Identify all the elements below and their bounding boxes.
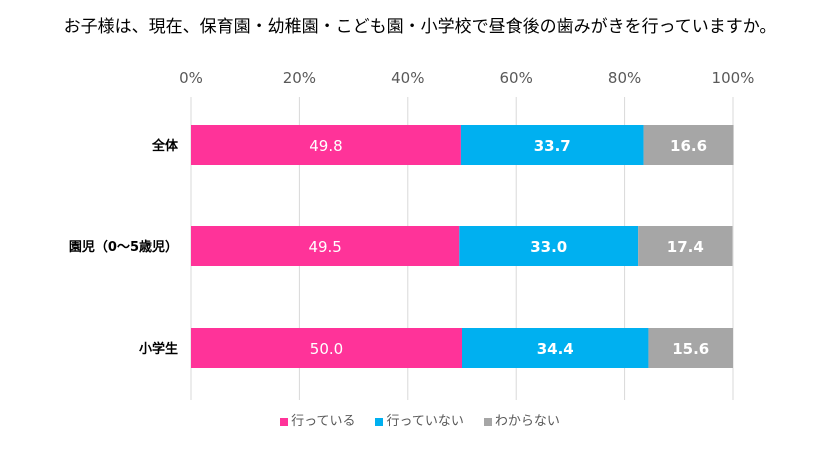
legend-swatch [375, 417, 384, 426]
legend-item: 行っていない [375, 410, 464, 429]
x-tick-label: 100% [712, 69, 755, 87]
data-label: 34.4 [537, 340, 574, 358]
category-label: 小学生 [139, 341, 178, 357]
data-label: 16.6 [670, 137, 707, 155]
category-label: 園児（0～5歳児） [69, 239, 178, 255]
x-tick-label: 60% [500, 69, 533, 87]
legend-item: わからない [483, 410, 560, 429]
bar-segment [191, 125, 461, 165]
bar-segment [648, 328, 733, 368]
legend-swatch [483, 417, 492, 426]
data-label: 15.6 [672, 340, 709, 358]
category-label: 全体 [151, 138, 179, 154]
bar-segment [643, 125, 734, 165]
bar-segment [638, 226, 733, 266]
x-tick-label: 20% [283, 69, 316, 87]
data-label: 33.7 [534, 137, 571, 155]
x-tick-label: 40% [391, 69, 424, 87]
legend: 行っている 行っていない わからない [0, 410, 840, 429]
bar-segment [462, 328, 649, 368]
chart-title: お子様は、現在、保育園・幼稚園・こども園・小学校で昼食後の歯みがきを行っています… [63, 17, 777, 37]
legend-item: 行っている [280, 410, 355, 429]
data-label: 50.0 [310, 340, 343, 358]
bar-segment [460, 125, 644, 165]
bar-segment [459, 226, 639, 266]
x-tick-label: 80% [608, 69, 641, 87]
legend-label: 行っている [291, 414, 356, 429]
data-label: 49.5 [308, 238, 341, 256]
legend-label: わからない [494, 414, 560, 429]
legend-label: 行っていない [386, 414, 464, 429]
bar-segment [191, 328, 462, 368]
data-label: 17.4 [667, 238, 704, 256]
data-label: 49.8 [309, 137, 342, 155]
bar-segment [191, 226, 460, 266]
data-label: 33.0 [530, 238, 567, 256]
x-tick-label: 0% [179, 69, 203, 87]
legend-swatch [280, 417, 289, 426]
